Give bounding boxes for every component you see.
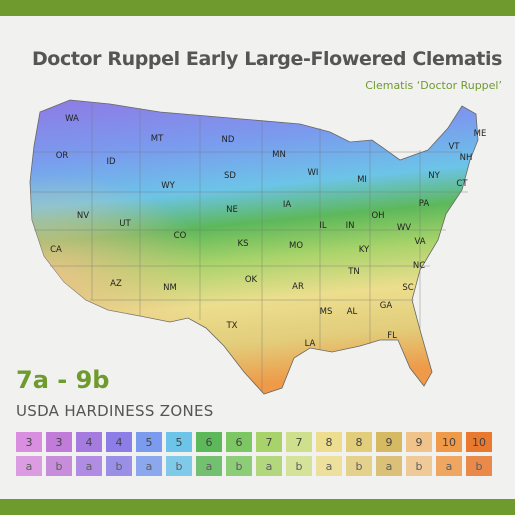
legend-subzone-10b: b xyxy=(466,456,492,476)
state-label-in: IN xyxy=(346,221,355,231)
state-label-oh: OH xyxy=(371,211,384,221)
legend-subzone-3a: a xyxy=(16,456,42,476)
state-label-co: CO xyxy=(174,231,187,241)
state-label-ks: KS xyxy=(238,239,249,249)
state-label-tn: TN xyxy=(347,267,360,277)
state-label-wi: WI xyxy=(308,168,319,178)
state-label-nh: NH xyxy=(460,153,473,163)
legend-zone-5a: 5 xyxy=(136,432,162,452)
state-label-nv: NV xyxy=(77,211,89,221)
state-label-ky: KY xyxy=(359,245,370,255)
zone-legend: 3 a 3 b 4 a 4 b 5 a 5 b 6 a 6 b 7 a 7 b 8 a 8 b 9 a 9 b 10 a 10 b xyxy=(16,432,500,482)
zone-range-label: 7a - 9b xyxy=(16,366,110,394)
state-label-ny: NY xyxy=(428,171,440,181)
state-label-fl: FL xyxy=(387,331,397,341)
legend-zone-4a: 4 xyxy=(76,432,102,452)
legend-zone-4b: 4 xyxy=(106,432,132,452)
legend-subzone-9a: a xyxy=(376,456,402,476)
state-label-nd: ND xyxy=(222,135,235,145)
state-label-vt: VT xyxy=(448,142,460,152)
state-label-mn: MN xyxy=(272,150,286,160)
state-label-az: AZ xyxy=(110,279,122,289)
legend-subzone-3b: b xyxy=(46,456,72,476)
legend-zone-5b: 5 xyxy=(166,432,192,452)
legend-zone-3b: 3 xyxy=(46,432,72,452)
state-label-wv: WV xyxy=(397,223,411,233)
legend-subzone-7a: a xyxy=(256,456,282,476)
legend-subzone-10a: a xyxy=(436,456,462,476)
state-label-sc: SC xyxy=(402,283,413,293)
legend-subzone-6b: b xyxy=(226,456,252,476)
legend-subzone-5b: b xyxy=(166,456,192,476)
legend-zone-9b: 9 xyxy=(406,432,432,452)
state-label-nm: NM xyxy=(163,283,177,293)
legend-zone-6b: 6 xyxy=(226,432,252,452)
legend-zone-8b: 8 xyxy=(346,432,372,452)
state-label-il: IL xyxy=(319,221,327,231)
legend-subzone-7b: b xyxy=(286,456,312,476)
legend-subzone-6a: a xyxy=(196,456,222,476)
state-label-nc: NC xyxy=(413,261,425,271)
state-label-id: ID xyxy=(106,157,116,167)
state-label-va: VA xyxy=(414,237,425,247)
legend-zone-10b: 10 xyxy=(466,432,492,452)
state-label-mt: MT xyxy=(151,134,164,144)
page-title: Doctor Ruppel Early Large-Flowered Clema… xyxy=(31,48,502,70)
legend-zone-9a: 9 xyxy=(376,432,402,452)
state-label-ga: GA xyxy=(380,301,393,311)
state-label-ia: IA xyxy=(283,200,292,210)
state-label-mi: MI xyxy=(357,175,367,185)
legend-subzone-5a: a xyxy=(136,456,162,476)
state-label-wy: WY xyxy=(161,181,175,191)
botanical-name: Clematis ‘Doctor Ruppel’ xyxy=(365,79,502,92)
state-label-al: AL xyxy=(347,307,358,317)
legend-zone-10a: 10 xyxy=(436,432,462,452)
state-label-ms: MS xyxy=(320,307,333,317)
legend-zone-3a: 3 xyxy=(16,432,42,452)
state-label-pa: PA xyxy=(419,199,430,209)
legend-zone-8a: 8 xyxy=(316,432,342,452)
legend-zone-7a: 7 xyxy=(256,432,282,452)
legend-subzone-4b: b xyxy=(106,456,132,476)
state-label-mo: MO xyxy=(289,241,303,251)
state-label-ar: AR xyxy=(292,282,304,292)
top-band xyxy=(0,0,515,16)
state-label-ut: UT xyxy=(119,219,131,229)
legend-subzone-8b: b xyxy=(346,456,372,476)
state-label-ca: CA xyxy=(50,245,62,255)
legend-zone-7b: 7 xyxy=(286,432,312,452)
legend-subzone-9b: b xyxy=(406,456,432,476)
state-label-ok: OK xyxy=(245,275,258,285)
state-label-or: OR xyxy=(56,151,69,161)
legend-zone-6a: 6 xyxy=(196,432,222,452)
legend-title: USDA HARDINESS ZONES xyxy=(16,402,214,420)
state-label-la: LA xyxy=(305,339,316,349)
state-label-sd: SD xyxy=(224,171,236,181)
bottom-band xyxy=(0,499,515,515)
state-label-ne: NE xyxy=(226,205,238,215)
legend-subzone-4a: a xyxy=(76,456,102,476)
legend-subzone-8a: a xyxy=(316,456,342,476)
state-label-me: ME xyxy=(474,129,487,139)
state-label-ct: CT xyxy=(456,179,468,189)
state-label-wa: WA xyxy=(65,114,79,124)
state-label-tx: TX xyxy=(225,321,237,331)
